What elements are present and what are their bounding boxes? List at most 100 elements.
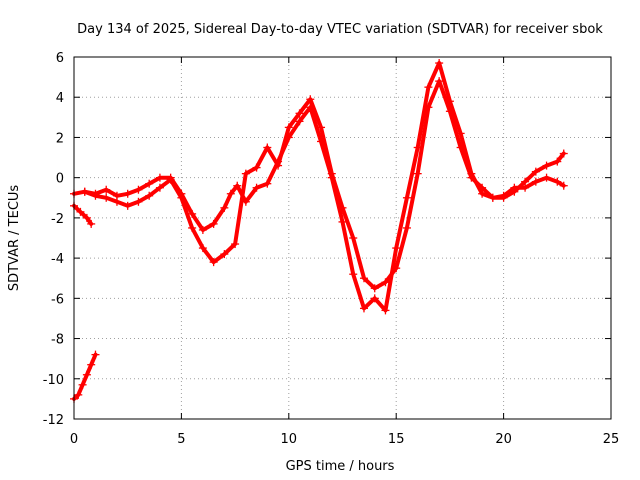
data-point — [233, 181, 242, 190]
y-tick-label: -12 — [43, 413, 64, 428]
y-tick-label: -6 — [51, 292, 64, 307]
data-point — [252, 163, 261, 172]
data-point — [445, 107, 454, 116]
data-point — [231, 240, 240, 249]
y-tick-label: -10 — [43, 373, 64, 388]
y-tick-label: -8 — [51, 333, 64, 348]
data-point — [241, 169, 250, 178]
data-point — [317, 123, 326, 132]
series-line — [72, 203, 94, 226]
series-early-low-segment — [70, 350, 100, 403]
data-point — [349, 234, 358, 242]
x-axis-label: GPS time / hours — [286, 459, 395, 474]
data-point — [510, 187, 519, 196]
data-point — [542, 161, 551, 170]
data-point — [424, 103, 433, 112]
grid-layer — [74, 57, 611, 419]
data-point — [80, 187, 89, 196]
data-point — [467, 173, 476, 182]
data-point — [134, 197, 143, 206]
data-point — [74, 390, 83, 399]
y-tick-label: 6 — [56, 51, 64, 66]
data-point — [102, 185, 111, 194]
y-tick-label: -2 — [51, 212, 64, 227]
data-point — [402, 223, 411, 232]
data-point — [531, 167, 540, 176]
data-point — [553, 157, 562, 166]
plot-frame — [73, 56, 612, 420]
data-point — [76, 207, 85, 216]
data-point — [123, 189, 132, 198]
data-point — [155, 183, 164, 192]
data-point — [198, 244, 207, 253]
data-point — [220, 250, 229, 259]
data-point — [220, 203, 229, 212]
series-line — [82, 79, 566, 291]
data-point — [263, 179, 272, 188]
data-point — [198, 225, 207, 234]
data-point — [87, 360, 96, 369]
data-point — [284, 123, 293, 132]
data-point — [91, 191, 100, 200]
data-point — [263, 143, 272, 152]
series-main-trace-b — [80, 77, 568, 293]
data-point — [559, 149, 568, 158]
data-point — [370, 284, 379, 293]
series-layer — [70, 59, 568, 403]
data-point — [188, 209, 197, 218]
data-point — [145, 179, 154, 188]
data-point — [349, 270, 358, 279]
data-point — [478, 183, 487, 192]
data-point — [177, 193, 186, 202]
data-point — [531, 177, 540, 186]
data-point — [295, 117, 304, 126]
data-point — [359, 274, 368, 283]
data-point — [82, 213, 91, 222]
data-point — [456, 143, 465, 152]
data-point — [87, 219, 96, 228]
data-point — [252, 183, 261, 192]
y-tick-label: -4 — [51, 252, 64, 267]
data-point — [392, 264, 401, 273]
data-point — [542, 173, 551, 182]
data-point — [488, 193, 497, 202]
data-point — [381, 306, 390, 315]
y-axis-label: SDTVAR / TECUs — [7, 185, 22, 292]
y-tick-label: 2 — [56, 131, 64, 146]
x-tick-label: 25 — [603, 432, 620, 447]
data-point — [381, 278, 390, 287]
data-point — [155, 173, 164, 182]
x-tick-label: 0 — [70, 432, 78, 447]
data-point — [102, 193, 111, 202]
tick-layer: 0 5 10 15 20 25 -12 -10 -8 -6 -4 -2 0 2 4 6 — [43, 51, 620, 447]
data-point — [499, 193, 508, 202]
chart-title: Day 134 of 2025, Sidereal Day-to-day VTE… — [77, 22, 603, 37]
data-point — [123, 201, 132, 210]
series-early-dip-segment — [70, 201, 96, 228]
data-point — [559, 181, 568, 190]
series-line — [72, 352, 98, 401]
data-point — [134, 185, 143, 194]
data-point — [521, 177, 530, 186]
data-point — [306, 95, 315, 104]
data-point — [402, 193, 411, 202]
data-point — [295, 109, 304, 118]
data-point — [112, 197, 121, 206]
x-tick-label: 5 — [177, 432, 185, 447]
x-tick-label: 10 — [281, 432, 298, 447]
data-point — [359, 304, 368, 313]
data-point — [553, 177, 562, 186]
data-point — [82, 370, 91, 379]
data-point — [413, 169, 422, 178]
data-point — [327, 169, 336, 178]
data-point — [338, 203, 347, 212]
data-point — [435, 59, 444, 68]
data-point — [166, 175, 175, 184]
x-tick-label: 20 — [495, 432, 512, 447]
data-point — [435, 77, 444, 86]
data-point — [188, 223, 197, 232]
y-tick-label: 0 — [56, 172, 64, 187]
y-tick-label: 4 — [56, 91, 64, 106]
data-point — [91, 350, 100, 359]
